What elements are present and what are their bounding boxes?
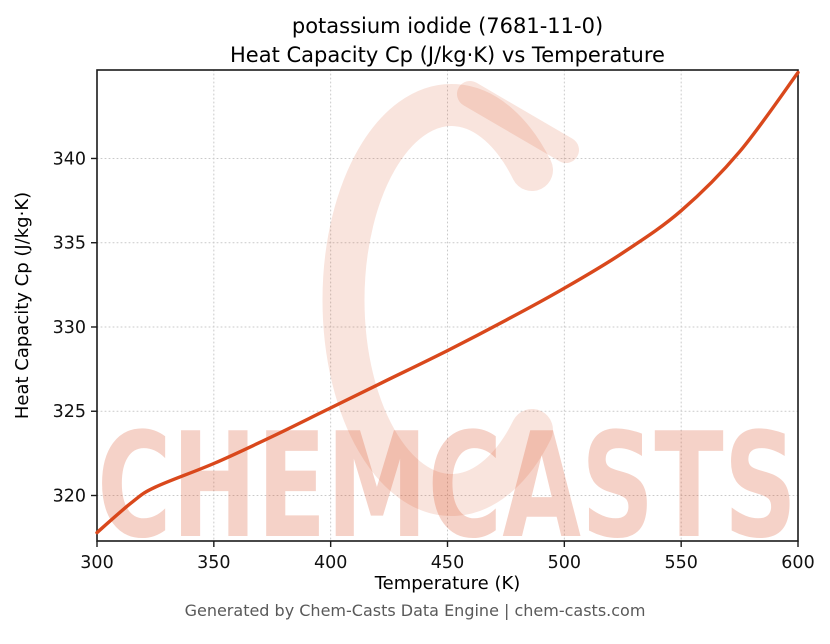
chart-title-line1: potassium iodide (7681-11-0) xyxy=(291,14,604,38)
x-tick-label: 550 xyxy=(664,553,697,573)
y-tick-label: 330 xyxy=(53,318,86,338)
footer-text: Generated by Chem-Casts Data Engine | ch… xyxy=(184,601,646,620)
x-axis-label: Temperature (K) xyxy=(374,573,521,594)
data-line xyxy=(95,70,800,535)
y-tick-label: 320 xyxy=(53,487,86,507)
x-tick-label: 350 xyxy=(197,553,230,573)
y-tick-label: 340 xyxy=(53,149,86,169)
x-tick-label: 450 xyxy=(431,553,464,573)
x-tick-label: 500 xyxy=(548,553,581,573)
x-tick-label: 400 xyxy=(314,553,347,573)
watermark-logo-c-icon xyxy=(322,84,553,516)
x-tick-label: 300 xyxy=(80,553,113,573)
chart-title: potassium iodide (7681-11-0) Heat Capaci… xyxy=(97,12,798,70)
y-axis-label: Heat Capacity Cp (J/kg·K) xyxy=(12,191,33,420)
y-tick-label: 335 xyxy=(53,234,86,254)
y-tick-label: 325 xyxy=(53,402,86,422)
watermark-logo-accent xyxy=(457,81,579,163)
x-tick-label: 600 xyxy=(781,553,814,573)
chart-title-line2: Heat Capacity Cp (J/kg·K) vs Temperature xyxy=(230,43,665,67)
